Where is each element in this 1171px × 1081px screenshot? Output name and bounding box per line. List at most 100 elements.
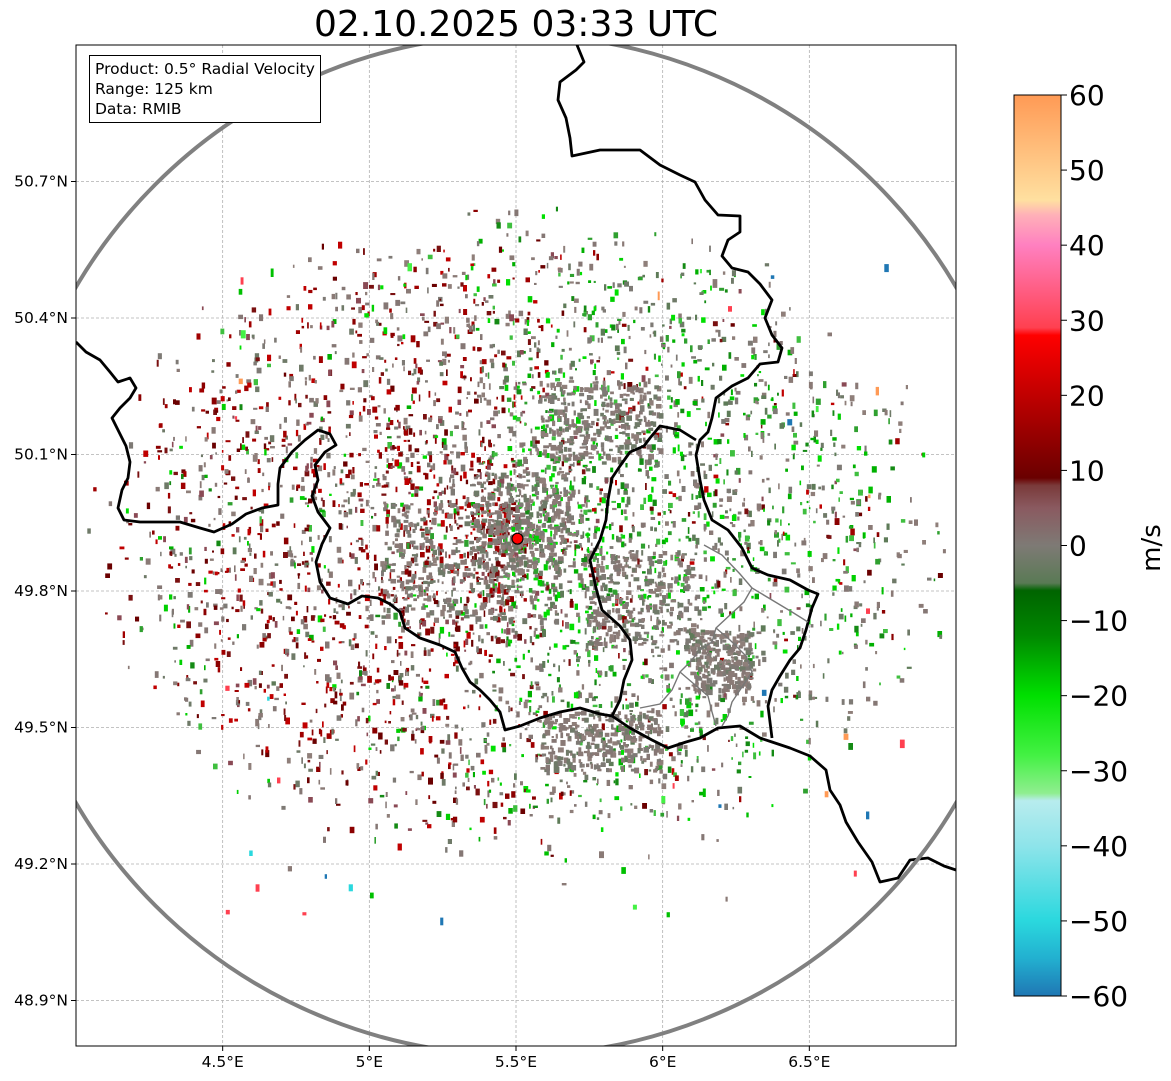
velocity-echo-pixel [690, 627, 697, 634]
velocity-echo-pixel [538, 325, 543, 328]
velocity-echo-pixel [560, 725, 566, 728]
velocity-echo-pixel [355, 330, 358, 334]
velocity-echo-pixel [608, 395, 610, 400]
velocity-echo-pixel [359, 411, 362, 419]
velocity-echo-pixel [474, 553, 477, 560]
velocity-echo-pixel [410, 462, 414, 467]
velocity-echo-pixel [758, 371, 762, 374]
velocity-echo-pixel [859, 603, 863, 607]
velocity-echo-pixel [581, 563, 585, 566]
velocity-echo-pixel [732, 489, 738, 495]
velocity-echo-pixel [814, 430, 819, 437]
velocity-echo-pixel [706, 269, 710, 273]
velocity-echo-pixel [341, 770, 344, 775]
velocity-echo-pixel [614, 434, 619, 439]
velocity-echo-pixel [611, 522, 614, 526]
velocity-echo-pixel [594, 743, 600, 749]
velocity-echo-pixel [781, 389, 784, 397]
velocity-echo-pixel [410, 335, 416, 343]
velocity-echo-pixel [305, 631, 310, 638]
velocity-echo-pixel [563, 245, 566, 253]
velocity-echo-pixel [675, 558, 681, 561]
velocity-echo-pixel [159, 595, 163, 600]
velocity-echo-pixel [701, 396, 704, 399]
velocity-echo-pixel [442, 283, 447, 287]
velocity-echo-pixel [668, 508, 671, 511]
velocity-echo-pixel [683, 585, 689, 592]
velocity-echo-pixel [628, 581, 631, 588]
velocity-echo-pixel [591, 310, 595, 316]
velocity-echo-pixel [471, 321, 475, 326]
velocity-echo-pixel [193, 681, 197, 685]
velocity-echo-pixel [677, 550, 681, 556]
velocity-echo-pixel [511, 585, 516, 588]
velocity-echo-pixel [361, 305, 365, 311]
velocity-echo-pixel [444, 512, 450, 519]
velocity-echo-pixel [286, 652, 289, 657]
velocity-echo-pixel [764, 551, 767, 555]
velocity-echo-pixel [652, 640, 658, 644]
velocity-echo-pixel [328, 571, 333, 578]
velocity-echo-pixel [850, 528, 855, 536]
velocity-echo-pixel [513, 783, 516, 788]
velocity-echo-pixel [138, 394, 142, 401]
velocity-echo-pixel [918, 603, 924, 608]
velocity-echo-pixel [700, 618, 703, 621]
velocity-echo-pixel [541, 425, 544, 430]
velocity-echo-pixel [332, 500, 336, 507]
velocity-echo-pixel [890, 466, 895, 471]
velocity-echo-pixel [672, 493, 677, 498]
velocity-echo-pixel [717, 580, 721, 588]
velocity-echo-pixel [714, 702, 720, 707]
velocity-echo-pixel [761, 395, 767, 399]
velocity-echo-pixel [850, 613, 853, 618]
velocity-echo-pixel [454, 644, 457, 647]
velocity-echo-pixel [715, 717, 719, 725]
velocity-echo-pixel [498, 246, 503, 253]
velocity-echo-pixel [622, 690, 628, 696]
velocity-echo-pixel [583, 439, 588, 445]
velocity-echo-pixel [265, 448, 270, 451]
velocity-echo-pixel [335, 738, 339, 741]
velocity-echo-pixel [623, 648, 626, 653]
velocity-echo-pixel [395, 538, 398, 542]
velocity-echo-pixel [766, 616, 769, 619]
velocity-echo-pixel [937, 531, 940, 535]
velocity-echo-pixel [670, 674, 674, 679]
velocity-echo-pixel [554, 395, 558, 400]
velocity-echo-pixel [657, 723, 660, 730]
velocity-echo-pixel [782, 532, 788, 536]
velocity-echo-pixel [546, 517, 552, 523]
velocity-echo-pixel [665, 674, 670, 677]
velocity-echo-pixel [642, 803, 647, 809]
velocity-echo-pixel [203, 678, 208, 683]
velocity-echo-pixel [421, 726, 425, 731]
velocity-echo-pixel [701, 766, 706, 773]
velocity-echo-pixel [319, 761, 321, 768]
velocity-echo-pixel [812, 577, 815, 583]
velocity-echo-pixel [250, 419, 256, 425]
velocity-echo-pixel [535, 710, 540, 713]
velocity-echo-pixel [307, 753, 313, 759]
velocity-echo-pixel [488, 533, 493, 537]
velocity-echo-pixel [841, 382, 847, 387]
velocity-echo-pixel [495, 545, 500, 553]
velocity-echo-pixel [614, 555, 617, 561]
velocity-echo-pixel [559, 367, 563, 374]
velocity-echo-pixel [403, 682, 409, 688]
velocity-echo-pixel [680, 693, 683, 698]
velocity-echo-pixel [566, 718, 571, 722]
velocity-echo-pixel [504, 529, 507, 535]
velocity-echo-pixel [674, 554, 680, 562]
velocity-echo-pixel [368, 615, 373, 620]
velocity-echo-pixel [287, 594, 293, 601]
velocity-echo-pixel [601, 386, 607, 392]
velocity-echo-pixel [573, 321, 576, 328]
velocity-echo-pixel [500, 612, 506, 615]
velocity-echo-pixel [268, 308, 272, 316]
velocity-echo-pixel [607, 436, 612, 442]
velocity-echo-pixel [546, 696, 549, 703]
velocity-echo-pixel [810, 624, 814, 628]
velocity-echo-pixel [654, 581, 657, 584]
velocity-echo-pixel [456, 510, 460, 516]
